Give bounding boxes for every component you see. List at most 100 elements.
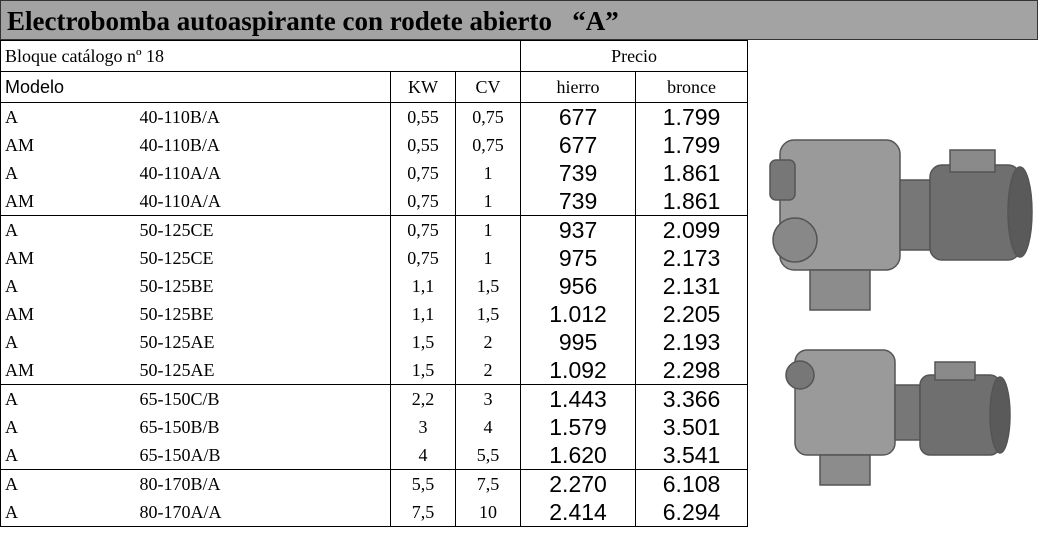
price-bronze: 1.799 (635, 131, 749, 159)
data-row: AM 40-110B/A 0,55 0,75 677 1.799 (0, 131, 749, 159)
price-iron: 1.620 (520, 441, 637, 470)
cv: 5,5 (454, 441, 522, 470)
data-row: AM 40-110A/A 0,75 1 739 1.861 (0, 187, 749, 216)
cv: 2 (454, 328, 522, 356)
model: 50-125CE (135, 244, 391, 272)
kw: 1,5 (390, 356, 456, 385)
cv: 1 (454, 244, 522, 272)
kw: 4 (390, 441, 456, 470)
model: 65-150C/B (135, 384, 391, 413)
price-bronze: 6.108 (635, 469, 749, 498)
header-row: Bloque catálogo nº 18 Precio (0, 40, 749, 72)
model: 40-110B/A (135, 102, 391, 131)
kw: 0,55 (390, 131, 456, 159)
price-header: Precio (520, 40, 749, 72)
price-iron: 739 (520, 159, 637, 187)
price-bronze: 2.298 (635, 356, 749, 385)
column-row: Modelo KW CV hierro bronce (0, 71, 749, 103)
kw: 1,5 (390, 328, 456, 356)
price-bronze: 1.861 (635, 159, 749, 187)
price-iron: 2.270 (520, 469, 637, 498)
model: 65-150A/B (135, 441, 391, 470)
price-iron: 995 (520, 328, 637, 356)
cv: 10 (454, 498, 522, 527)
data-row: A 40-110A/A 0,75 1 739 1.861 (0, 159, 749, 187)
data-row: A 80-170B/A 5,5 7,5 2.270 6.108 (0, 469, 749, 498)
price-iron: 1.092 (520, 356, 637, 385)
model: 80-170A/A (135, 498, 391, 527)
price-iron: 1.579 (520, 413, 637, 441)
series: A (0, 469, 136, 498)
cv: 1,5 (454, 272, 522, 300)
series: AM (0, 244, 136, 272)
price-table: Bloque catálogo nº 18 Precio Modelo KW C… (0, 40, 749, 527)
table-body: Bloque catálogo nº 18 Precio Modelo KW C… (0, 40, 749, 527)
series: A (0, 413, 136, 441)
kw: 0,75 (390, 215, 456, 244)
kw: 3 (390, 413, 456, 441)
cv: 2 (454, 356, 522, 385)
series: A (0, 498, 136, 527)
kw: 1,1 (390, 272, 456, 300)
price-bronze: 3.541 (635, 441, 749, 470)
kw: 5,5 (390, 469, 456, 498)
price-iron: 739 (520, 187, 637, 216)
data-row: A 40-110B/A 0,55 0,75 677 1.799 (0, 102, 749, 131)
model: 50-125BE (135, 300, 391, 328)
catalog: Bloque catálogo nº 18 (0, 40, 522, 72)
price-iron: 1.443 (520, 384, 637, 413)
cv: 0,75 (454, 102, 522, 131)
model: 50-125AE (135, 328, 391, 356)
series: AM (0, 131, 136, 159)
series: A (0, 215, 136, 244)
data-row: A 80-170A/A 7,5 10 2.414 6.294 (0, 498, 749, 527)
cv: 4 (454, 413, 522, 441)
kw: 2,2 (390, 384, 456, 413)
series: A (0, 272, 136, 300)
series: AM (0, 187, 136, 216)
column-header: bronce (635, 71, 749, 103)
model: 40-110A/A (135, 159, 391, 187)
kw: 0,75 (390, 244, 456, 272)
series: A (0, 159, 136, 187)
cv: 0,75 (454, 131, 522, 159)
kw: 7,5 (390, 498, 456, 527)
model: 40-110A/A (135, 187, 391, 216)
cv: 3 (454, 384, 522, 413)
cv: 1 (454, 159, 522, 187)
model: 50-125BE (135, 272, 391, 300)
series: A (0, 384, 136, 413)
column-header: Modelo (0, 71, 391, 103)
kw: 0,75 (390, 159, 456, 187)
data-row: A 65-150C/B 2,2 3 1.443 3.366 (0, 384, 749, 413)
price-bronze: 2.173 (635, 244, 749, 272)
cv: 1 (454, 187, 522, 216)
price-bronze: 3.501 (635, 413, 749, 441)
data-row: A 50-125BE 1,1 1,5 956 2.131 (0, 272, 749, 300)
price-bronze: 2.131 (635, 272, 749, 300)
series: A (0, 328, 136, 356)
kw: 0,55 (390, 102, 456, 131)
series: A (0, 102, 136, 131)
price-iron: 1.012 (520, 300, 637, 328)
price-bronze: 2.205 (635, 300, 749, 328)
model: 50-125AE (135, 356, 391, 385)
title-bar: Electrobomba autoaspirante con rodete ab… (0, 0, 1038, 40)
price-bronze: 1.799 (635, 102, 749, 131)
price-iron: 2.414 (520, 498, 637, 527)
kw: 1,1 (390, 300, 456, 328)
cv: 1,5 (454, 300, 522, 328)
series: A (0, 441, 136, 470)
series: AM (0, 356, 136, 385)
price-iron: 956 (520, 272, 637, 300)
price-bronze: 2.099 (635, 215, 749, 244)
column-header: hierro (520, 71, 637, 103)
data-row: AM 50-125CE 0,75 1 975 2.173 (0, 244, 749, 272)
price-iron: 677 (520, 102, 637, 131)
model: 40-110B/A (135, 131, 391, 159)
model: 50-125CE (135, 215, 391, 244)
data-row: A 65-150A/B 4 5,5 1.620 3.541 (0, 441, 749, 470)
pump-images (769, 139, 1033, 486)
data-row: AM 50-125BE 1,1 1,5 1.012 2.205 (0, 300, 749, 328)
